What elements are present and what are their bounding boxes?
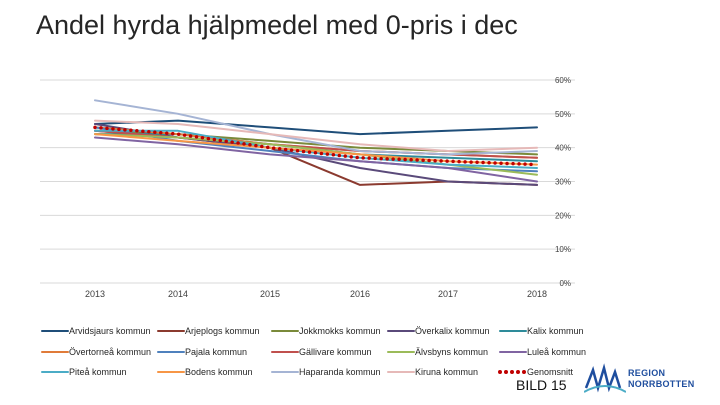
legend-label: Piteå kommun: [69, 367, 127, 377]
x-tick-label: 2018: [527, 289, 547, 299]
x-tick-label: 2014: [168, 289, 188, 299]
x-tick-label: 2013: [85, 289, 105, 299]
legend-label: Arjeplogs kommun: [185, 326, 260, 336]
y-tick-label: 60%: [555, 76, 571, 85]
legend-label: Arvidsjaurs kommun: [69, 326, 151, 336]
legend-label: Bodens kommun: [185, 367, 253, 377]
x-tick-label: 2017: [438, 289, 458, 299]
legend-label: Jokkmokks kommun: [299, 326, 381, 336]
series-line: [94, 133, 538, 166]
series-line: [94, 119, 538, 152]
x-tick-label: 2016: [350, 289, 370, 299]
series-line: [93, 125, 539, 167]
series-line: [94, 119, 538, 136]
y-tick-label: 20%: [555, 211, 571, 220]
y-tick-label: 50%: [555, 110, 571, 119]
x-tick-label: 2015: [260, 289, 280, 299]
legend-label: Haparanda kommun: [299, 367, 381, 377]
legend-label: Älvsbyns kommun: [415, 347, 488, 357]
logo-text-line2: NORRBOTTEN: [628, 379, 695, 389]
y-tick-label: 0%: [559, 279, 571, 288]
slide-number-label: BILD 15: [516, 377, 567, 393]
y-tick-label: 10%: [555, 245, 571, 254]
legend-label: Kiruna kommun: [415, 367, 478, 377]
legend-label: Luleå kommun: [527, 347, 586, 357]
y-tick-label: 40%: [555, 144, 571, 153]
legend-label: Kalix kommun: [527, 326, 584, 336]
region-norrbotten-logo: REGION NORRBOTTEN: [583, 362, 714, 396]
series-line: [94, 126, 538, 173]
y-tick-label: 30%: [555, 178, 571, 187]
series-line: [94, 133, 538, 176]
logo-text-line1: REGION: [628, 368, 666, 378]
series-line: [94, 99, 538, 156]
legend-label: Överkalix kommun: [415, 326, 490, 336]
logo-mark-icon: [583, 363, 627, 393]
series-line: [94, 136, 538, 183]
slide-title: Andel hyrda hjälpmedel med 0-pris i dec: [36, 10, 518, 40]
legend-label: Genomsnitt: [527, 367, 574, 377]
legend-label: Gällivare kommun: [299, 347, 372, 357]
legend-label: Pajala kommun: [185, 347, 247, 357]
legend-label: Övertorneå kommun: [69, 347, 151, 357]
